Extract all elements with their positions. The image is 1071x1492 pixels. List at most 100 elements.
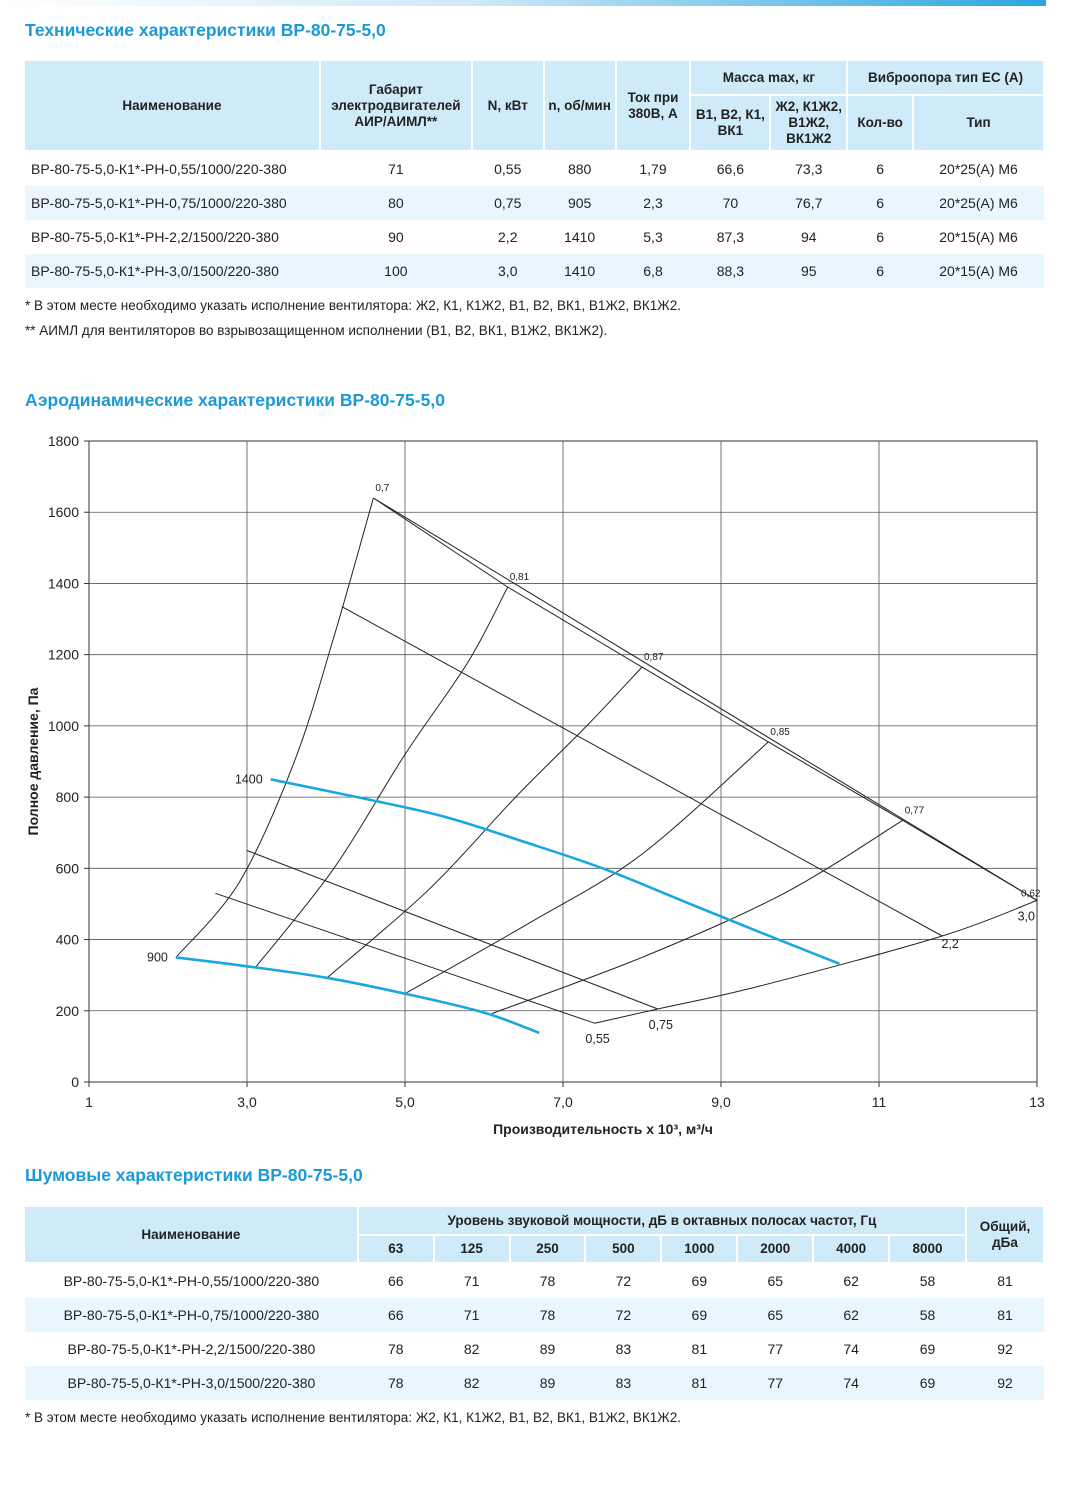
speed-curve-900 (175, 956, 540, 1035)
table-row: ВР-80-75-5,0-К1*-РН-2,2/1500/220-380 78 … (25, 1332, 1044, 1366)
cell-level: 72 (585, 1298, 662, 1332)
table-row: ВР-80-75-5,0-К1*-РН-0,55/1000/220-380 71… (25, 151, 1044, 186)
cell-level: 77 (737, 1366, 814, 1400)
cell-level: 69 (691, 1273, 708, 1289)
cell-type: 20*25(А) М6 (939, 161, 1018, 177)
efficiency-line-label: 0,81 (510, 572, 530, 583)
chart-grid (84, 440, 1038, 1087)
cell-mass-a: 70 (690, 186, 771, 220)
cell-name: ВР-80-75-5,0-К1*-РН-0,55/1000/220-380 (63, 1273, 320, 1289)
cell-qty: 6 (847, 254, 914, 288)
efficiency-line (254, 586, 509, 969)
cell-mass-b: 73,3 (795, 161, 823, 177)
table-row: ВР-80-75-5,0-К1*-РН-0,75/1000/220-380 80… (25, 186, 1044, 220)
y-axis-label: Полное давление, Па (25, 687, 41, 835)
cell-name: ВР-80-75-5,0-К1*-РН-0,75/1000/220-380 (25, 186, 320, 220)
chart-curves (175, 497, 1038, 1035)
noise-section-title: Шумовые характеристики ВР-80-75-5,0 (25, 1165, 363, 1185)
table-row: ВР-80-75-5,0-К1*-РН-0,75/1000/220-380 66… (25, 1298, 1044, 1332)
y-tick-label: 1600 (48, 504, 79, 520)
th-rpm: n, об/мин (543, 61, 617, 152)
th-power: N, кВт (471, 61, 545, 152)
th-freq-500: 500 (585, 1235, 663, 1264)
th-noise-total: Общий, дБа (966, 1207, 1045, 1264)
power-line (373, 497, 1038, 901)
th-noise-level: Уровень звуковой мощности, дБ в октавных… (357, 1207, 968, 1236)
power-line-label: 0,55 (585, 1032, 609, 1046)
cell-level: 81 (661, 1366, 738, 1400)
cell-name: ВР-80-75-5,0-К1*-РН-2,2/1500/220-380 (67, 1341, 316, 1357)
cell-level: 77 (767, 1341, 784, 1357)
y-tick-label: 600 (56, 860, 80, 876)
speed-curve-1400 (270, 778, 840, 966)
cell-level: 69 (889, 1366, 966, 1400)
tech-footnote-2: ** АИМЛ для вентиляторов во взрывозащище… (25, 323, 608, 338)
noise-table: Наименование Уровень звуковой мощности, … (25, 1207, 1045, 1400)
th-current: Ток при 380В, А (615, 61, 692, 152)
efficiency-line-label: 0,87 (644, 652, 664, 663)
cell-rpm: 1410 (564, 229, 596, 245)
tech-table: Наименование Габарит электродвигателей А… (25, 61, 1045, 288)
cell-level: 78 (357, 1366, 434, 1400)
aero-chart: 1 3,0 5,0 7,0 9,0 11 13 0 200 400 600 800 1000 1200 14… (25, 433, 1045, 1137)
boundary-line (594, 899, 1038, 1024)
cell-mass-b: 95 (770, 254, 848, 288)
table-row: ВР-80-75-5,0-К1*-РН-2,2/1500/220-380 90 … (25, 220, 1044, 254)
cell-current: 2,3 (615, 186, 691, 220)
cell-level: 71 (433, 1298, 510, 1332)
cell-qty: 6 (876, 229, 885, 245)
cell-power: 0,75 (471, 186, 544, 220)
cell-level: 81 (691, 1341, 708, 1357)
table-row: ВР-80-75-5,0-К1*-РН-3,0/1500/220-380 100… (25, 254, 1044, 288)
th-noise-name: Наименование (25, 1207, 359, 1264)
efficiency-line-label: 0,77 (905, 805, 925, 816)
cell-type: 20*15(А) М6 (939, 229, 1018, 245)
tech-section-title: Технические характеристики ВР-80-75-5,0 (25, 20, 386, 40)
cell-total: 92 (997, 1341, 1013, 1357)
cell-level: 58 (889, 1298, 966, 1332)
th-freq-250: 250 (509, 1235, 587, 1264)
y-tick-label: 800 (56, 789, 80, 805)
cell-level: 66 (357, 1298, 434, 1332)
th-freq-4000: 4000 (813, 1235, 891, 1264)
cell-level: 66 (387, 1273, 404, 1289)
cell-level: 69 (919, 1341, 936, 1357)
th-freq-2000: 2000 (737, 1235, 815, 1264)
cell-current: 1,79 (639, 161, 667, 177)
power-line (246, 850, 658, 1010)
y-tick-label: 200 (56, 1003, 80, 1019)
efficiency-line (325, 666, 643, 980)
cell-level: 62 (843, 1273, 859, 1289)
cell-current: 5,3 (643, 229, 663, 245)
th-freq-63: 63 (357, 1235, 435, 1264)
noise-footnote: * В этом месте необходимо указать исполн… (25, 1410, 682, 1425)
efficiency-line-label: 0,7 (375, 483, 389, 494)
cell-level: 78 (387, 1341, 404, 1357)
x-tick-label: 7,0 (553, 1094, 573, 1110)
cell-name: ВР-80-75-5,0-К1*-РН-3,0/1500/220-380 (25, 254, 320, 288)
cell-level: 78 (539, 1273, 556, 1289)
cell-level: 82 (463, 1341, 480, 1357)
x-axis-label: Производительность х 10³, м³/ч (493, 1121, 713, 1137)
efficiency-line (175, 497, 374, 958)
envelope-line (373, 497, 1038, 901)
cell-rpm: 905 (543, 186, 616, 220)
cell-level: 82 (433, 1366, 510, 1400)
speed-curve-label: 900 (147, 950, 168, 964)
speed-curve-label: 1400 (235, 772, 263, 786)
cell-name: ВР-80-75-5,0-К1*-РН-3,0/1500/220-380 (25, 1366, 358, 1400)
cell-level: 83 (585, 1366, 662, 1400)
cell-level: 58 (919, 1273, 936, 1289)
th-vibro: Виброопора тип ЕС (А) (847, 61, 1045, 96)
cell-mass-a: 88,3 (690, 254, 771, 288)
cell-type: 20*15(А) М6 (913, 254, 1044, 288)
cell-mass-b: 94 (800, 229, 817, 245)
x-tick-label: 13 (1029, 1094, 1045, 1110)
y-tick-label: 1800 (48, 433, 79, 449)
cell-mass-b: 76,7 (770, 186, 848, 220)
cell-level: 71 (463, 1273, 480, 1289)
th-vibro-type: Тип (913, 95, 1045, 152)
power-line-label: 0,75 (649, 1018, 673, 1032)
cell-rpm: 880 (567, 161, 592, 177)
cell-name: ВР-80-75-5,0-К1*-РН-2,2/1500/220-380 (31, 229, 279, 245)
